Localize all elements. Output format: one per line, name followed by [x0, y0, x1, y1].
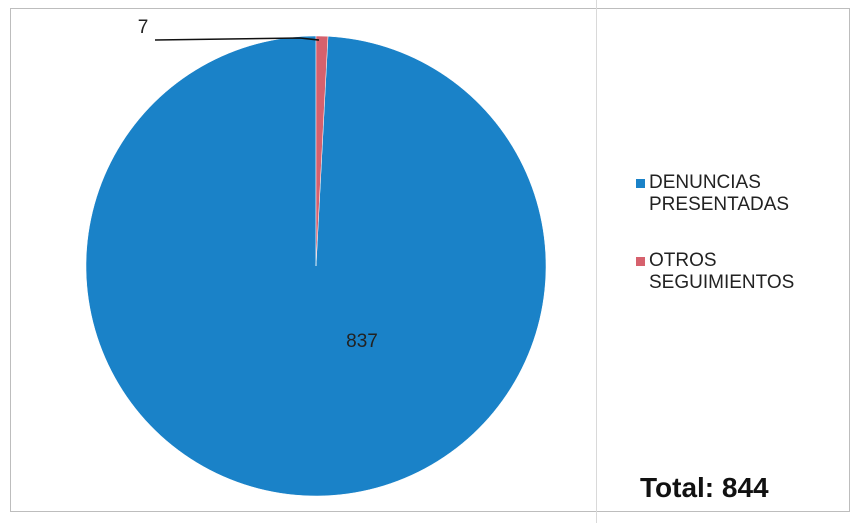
legend-item-otros: OTROS SEGUIMIENTOS: [636, 250, 836, 294]
data-label-otros: 7: [138, 17, 149, 38]
data-label-denuncias: 837: [346, 331, 378, 352]
pie-slice-otros: [315, 35, 329, 267]
legend-swatch-denuncias: [636, 179, 645, 188]
legend-item-denuncias: DENUNCIAS PRESENTADAS: [636, 172, 836, 216]
legend: DENUNCIAS PRESENTADAS OTROS SEGUIMIENTOS: [636, 172, 836, 328]
legend-label-denuncias: DENUNCIAS PRESENTADAS: [649, 172, 790, 215]
legend-swatch-otros: [636, 257, 645, 266]
page-divider: [596, 0, 597, 523]
legend-label-otros: OTROS SEGUIMIENTOS: [649, 250, 795, 293]
leader-line-otros: [154, 37, 320, 41]
total-label: Total: 844: [640, 472, 769, 503]
